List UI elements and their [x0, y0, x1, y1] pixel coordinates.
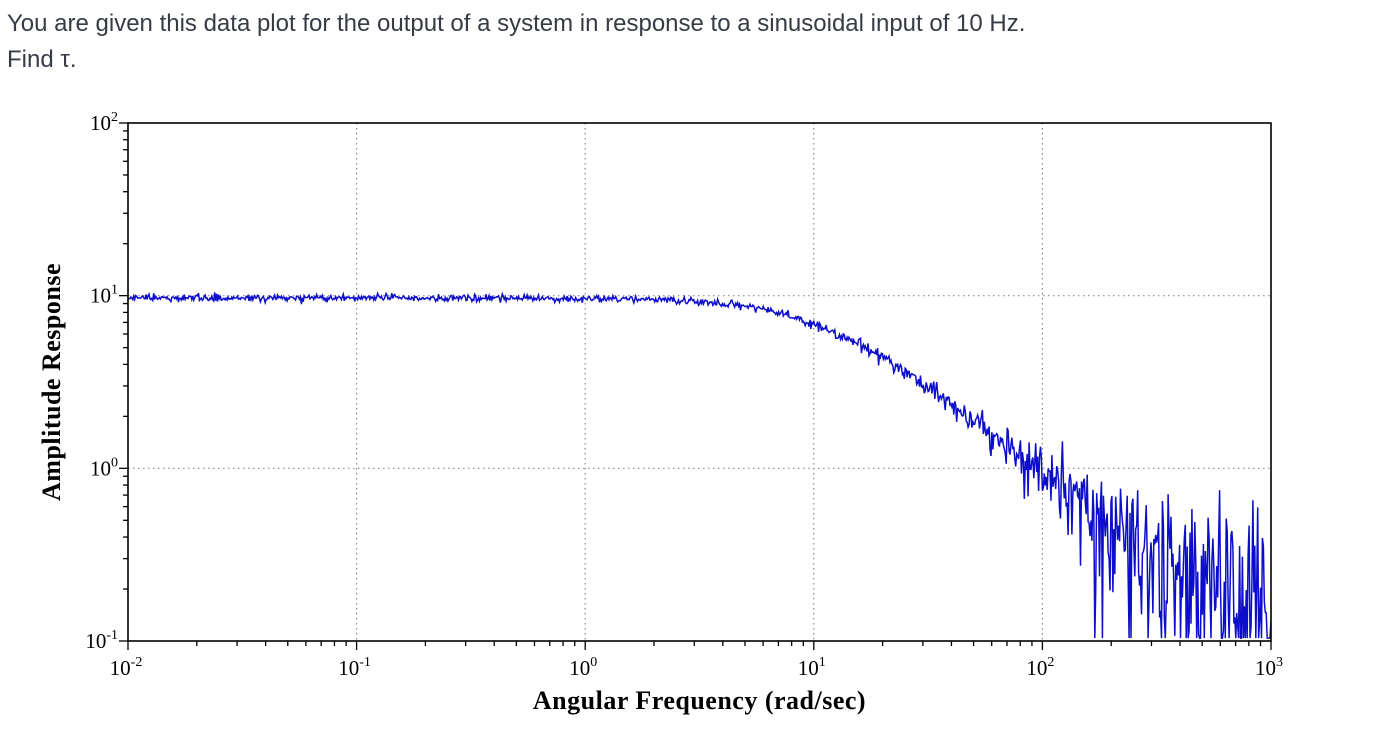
- x-tick-label: 10-2: [110, 655, 143, 680]
- question-text: You are given this data plot for the out…: [7, 6, 1387, 78]
- y-tick-label: 100: [90, 455, 118, 480]
- y-tick-label: 10-1: [85, 628, 118, 653]
- y-axis-label: Amplitude Response: [37, 263, 66, 501]
- x-tick-label: 10-1: [338, 655, 371, 680]
- question-line-1: You are given this data plot for the out…: [7, 10, 1026, 37]
- axis-ticks: [119, 122, 1272, 650]
- x-tick-label: 103: [1255, 655, 1283, 680]
- y-tick-label: 102: [90, 110, 118, 135]
- response-curve: [128, 291, 1271, 639]
- y-tick-label: 101: [90, 283, 118, 308]
- x-tick-label: 101: [798, 655, 826, 680]
- x-axis-label: Angular Frequency (rad/sec): [532, 686, 867, 715]
- question-line-2: Find τ.: [7, 46, 77, 73]
- x-tick-label: 102: [1026, 655, 1054, 680]
- plot-frame: [127, 122, 1272, 642]
- grid: [128, 123, 1271, 641]
- x-tick-label: 100: [569, 655, 597, 680]
